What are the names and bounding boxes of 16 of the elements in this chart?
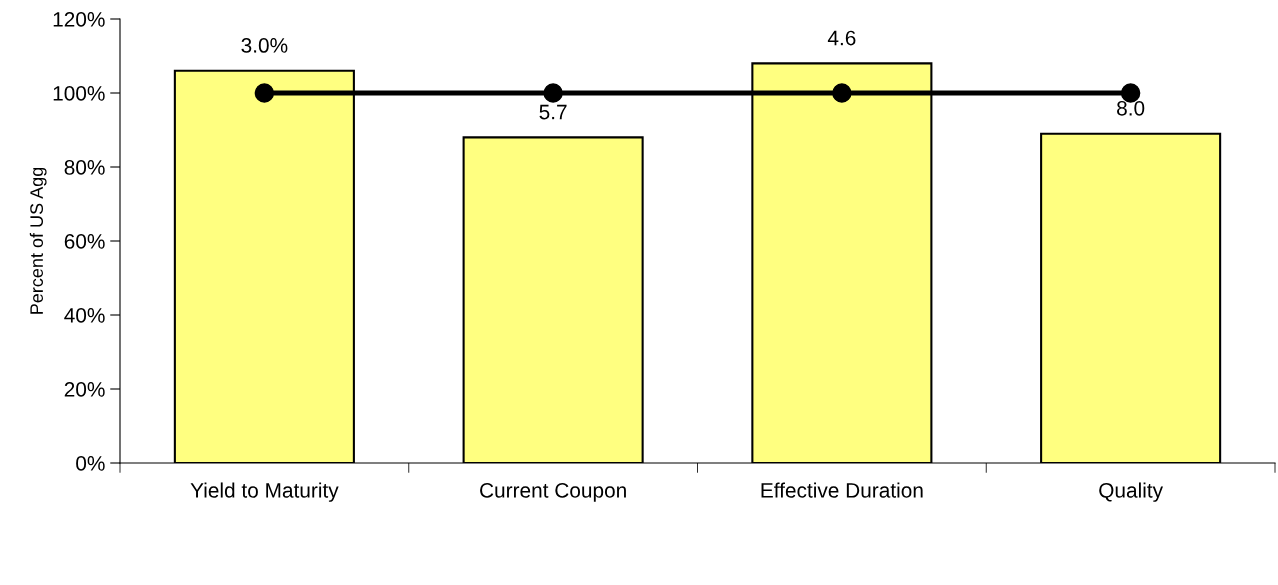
y-tick-label: 100%	[53, 86, 105, 101]
annotation: 3.0%	[241, 38, 288, 53]
y-tick-label: 0%	[76, 456, 105, 471]
x-tick-label: Current Coupon	[480, 482, 626, 502]
annotation: 5.7	[539, 104, 567, 120]
y-axis-title: Percent of US Agg	[29, 167, 47, 314]
y-tick-label: 20%	[64, 382, 105, 397]
x-tick-label: Effective Duration	[761, 482, 923, 498]
x-tick-label: Yield to Maturity	[190, 482, 339, 502]
x-tick-label: Quality	[1099, 482, 1164, 502]
annotation: 4.6	[827, 30, 856, 46]
y-tick-label: 80%	[64, 160, 105, 175]
y-tick-label: 40%	[64, 308, 105, 323]
y-tick-label: 60%	[64, 234, 105, 249]
y-tick-label: 120%	[53, 12, 105, 27]
annotation: 8.0	[1117, 100, 1145, 116]
